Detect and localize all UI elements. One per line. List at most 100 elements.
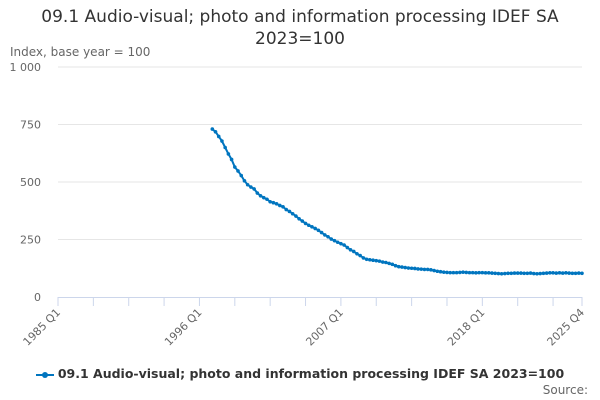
data-point (554, 271, 559, 275)
data-point (531, 271, 536, 276)
data-point (287, 209, 292, 214)
data-point (435, 269, 440, 274)
data-point (493, 271, 498, 276)
data-point (371, 258, 375, 263)
data-point (355, 251, 359, 256)
x-tick-label: 1996 Q1 (162, 306, 205, 349)
data-point (515, 271, 520, 275)
data-point (361, 256, 366, 260)
data-point (297, 217, 301, 221)
y-axis-label: Index, base year = 100 (10, 45, 151, 59)
data-point (335, 240, 340, 245)
data-point (467, 270, 472, 275)
data-point (229, 157, 234, 162)
data-point (441, 270, 446, 274)
data-point (319, 230, 324, 235)
data-point (216, 134, 221, 139)
data-point (242, 179, 247, 183)
data-point (306, 223, 311, 228)
data-point (538, 271, 543, 276)
data-point (274, 202, 279, 206)
data-point (509, 271, 514, 276)
data-point (580, 271, 584, 276)
data-point (464, 270, 469, 275)
data-point (294, 214, 298, 218)
data-point (351, 249, 356, 254)
data-point (429, 268, 433, 272)
data-point (499, 271, 504, 276)
data-point (406, 266, 411, 270)
data-point (220, 139, 224, 143)
data-point (451, 270, 456, 275)
data-point (560, 271, 565, 275)
data-point (258, 194, 263, 198)
data-point (573, 271, 578, 276)
legend-swatch-icon (35, 370, 54, 380)
data-point (348, 248, 353, 252)
data-point (339, 241, 343, 246)
data-point (245, 182, 250, 187)
data-point (422, 267, 427, 272)
data-point (413, 266, 417, 271)
data-point (458, 270, 462, 275)
data-point (506, 271, 510, 276)
y-tick-label: 750 (20, 119, 41, 132)
data-point (483, 271, 488, 275)
legend[interactable]: 09.1 Audio-visual; photo and information… (0, 366, 600, 381)
data-point (387, 261, 391, 266)
data-point (522, 271, 526, 276)
data-point (480, 270, 485, 275)
data-point (393, 263, 398, 268)
data-point (255, 191, 260, 195)
data-point (548, 271, 552, 275)
data-point (470, 270, 475, 275)
data-point (525, 271, 530, 276)
data-point (226, 152, 231, 156)
data-point (425, 267, 430, 272)
data-point (445, 270, 449, 275)
series-line (211, 128, 583, 275)
data-point (564, 271, 568, 275)
data-point (271, 200, 276, 205)
data-point (416, 267, 420, 271)
data-point (454, 270, 459, 275)
data-point (281, 205, 285, 209)
data-point (512, 271, 517, 275)
data-point (278, 203, 282, 208)
data-point (557, 271, 562, 275)
data-point (261, 195, 266, 200)
data-point (400, 265, 404, 269)
data-point (332, 238, 337, 243)
data-point (567, 271, 571, 275)
data-point (313, 226, 317, 231)
data-point (384, 260, 388, 265)
data-point (368, 257, 372, 262)
chart-title: 09.1 Audio-visual; photo and information… (41, 7, 559, 49)
x-tick-label: 2025 Q4 (545, 306, 588, 349)
data-point (461, 270, 465, 274)
legend-label: 09.1 Audio-visual; photo and information… (57, 366, 565, 381)
data-point (223, 145, 227, 150)
data-point (390, 262, 395, 267)
data-point (329, 237, 334, 241)
x-tick-label: 2018 Q1 (445, 306, 488, 349)
data-point (342, 243, 346, 247)
data-point (409, 266, 414, 271)
data-point (268, 199, 272, 204)
data-point (326, 234, 330, 239)
data-point (252, 187, 256, 191)
y-tick-label: 1 000 (10, 61, 42, 74)
data-point (403, 265, 407, 270)
data-point (419, 267, 424, 271)
y-tick-label: 250 (20, 234, 41, 247)
data-point (236, 169, 240, 173)
y-tick-label: 500 (20, 176, 41, 189)
data-point (528, 271, 533, 275)
data-point (570, 271, 575, 276)
data-point (551, 271, 555, 275)
data-point (380, 260, 385, 264)
data-point (233, 165, 237, 169)
data-point (358, 253, 362, 258)
data-point (544, 271, 549, 275)
